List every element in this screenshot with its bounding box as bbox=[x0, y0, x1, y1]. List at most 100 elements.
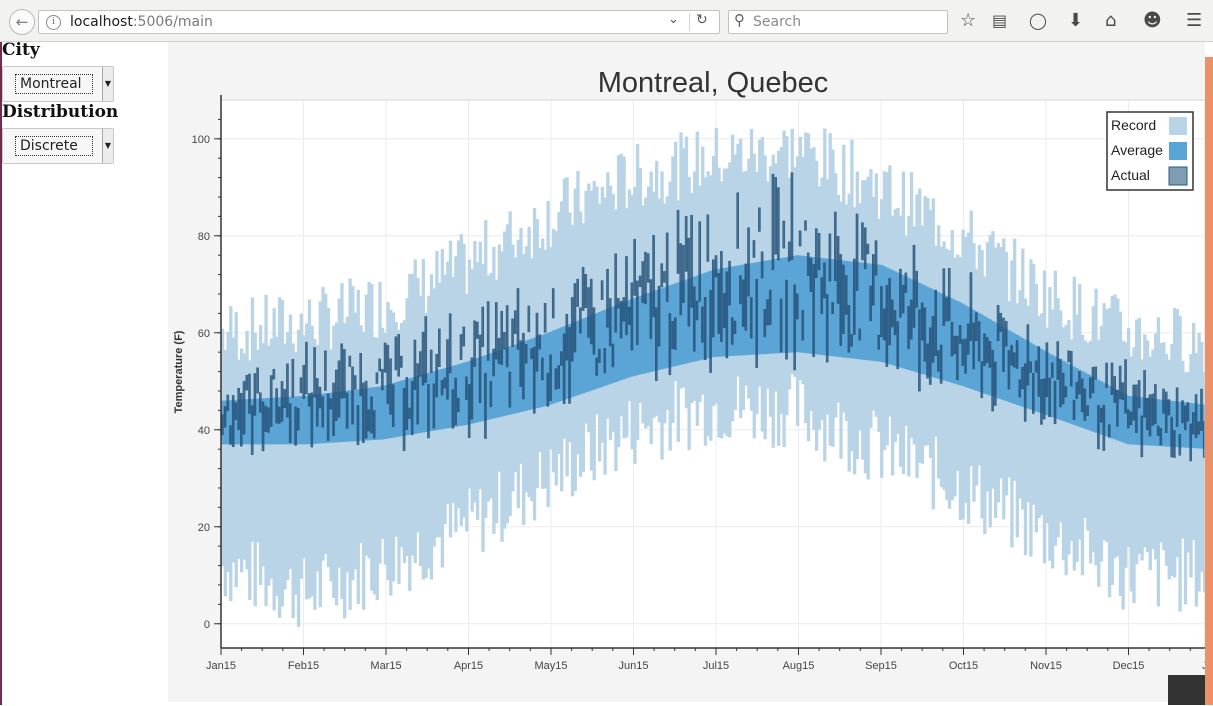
average-bar bbox=[1137, 397, 1142, 445]
average-bar bbox=[565, 325, 569, 399]
actual-bar bbox=[473, 320, 476, 367]
actual-bar bbox=[714, 255, 718, 278]
actual-bar bbox=[733, 320, 737, 335]
average-bar bbox=[1113, 388, 1117, 440]
average-bar bbox=[1088, 375, 1093, 431]
actual-bar bbox=[256, 367, 259, 394]
actual-bar bbox=[1080, 378, 1084, 413]
actual-bar bbox=[779, 298, 783, 353]
average-bar bbox=[774, 258, 778, 354]
x-tick-label: Jan15 bbox=[206, 660, 236, 672]
record-bar bbox=[291, 343, 295, 619]
average-bar bbox=[980, 314, 984, 393]
actual-bar bbox=[1013, 352, 1016, 368]
record-bar bbox=[1194, 352, 1199, 607]
back-arrow-icon[interactable]: ← bbox=[9, 9, 35, 35]
record-bar bbox=[261, 342, 265, 567]
download-icon[interactable]: ⬇ bbox=[1068, 10, 1084, 31]
actual-bar bbox=[440, 380, 444, 396]
average-bar bbox=[698, 274, 702, 361]
average-bar bbox=[258, 398, 263, 445]
actual-bar bbox=[551, 288, 555, 319]
actual-bar bbox=[481, 306, 485, 348]
actual-bar bbox=[584, 274, 588, 308]
actual-bar bbox=[923, 307, 927, 362]
actual-bar bbox=[969, 272, 973, 341]
actual-bar bbox=[793, 284, 796, 371]
x-tick-label: Nov15 bbox=[1030, 660, 1062, 672]
record-bar bbox=[275, 336, 279, 596]
feedback-icon[interactable]: ☻ bbox=[1143, 10, 1162, 31]
actual-bar bbox=[972, 322, 975, 370]
actual-bar bbox=[668, 313, 672, 376]
average-bar bbox=[622, 302, 626, 380]
actual-bar bbox=[519, 340, 523, 387]
actual-bar bbox=[454, 377, 457, 426]
actual-bar bbox=[847, 305, 851, 353]
actual-bar bbox=[703, 296, 707, 361]
average-bar bbox=[1178, 401, 1182, 448]
actual-bar bbox=[904, 272, 908, 293]
actual-bar bbox=[1110, 362, 1114, 395]
average-bar bbox=[947, 297, 952, 383]
average-bar bbox=[787, 256, 792, 353]
temperature-chart[interactable]: 0 20 40 60 80 100 Jan15 Feb15 Mar15 Apr15 May15 Jun… bbox=[168, 42, 1213, 702]
actual-bar bbox=[1143, 370, 1146, 418]
info-icon[interactable]: i bbox=[46, 15, 61, 30]
actual-bar bbox=[353, 375, 357, 390]
average-bar bbox=[375, 386, 379, 440]
menu-icon[interactable]: ☰ bbox=[1186, 10, 1203, 31]
actual-bar bbox=[739, 275, 742, 305]
average-bar bbox=[527, 339, 531, 411]
actual-bar bbox=[524, 344, 528, 364]
reload-icon[interactable]: ↻ bbox=[696, 12, 708, 28]
record-bar bbox=[267, 345, 271, 586]
url-text: localhost:5006/main bbox=[70, 14, 213, 30]
url-host: localhost bbox=[70, 14, 133, 30]
actual-bar bbox=[790, 172, 794, 260]
x-tick-label: Jun15 bbox=[619, 660, 649, 672]
record-bar bbox=[345, 316, 350, 573]
reading-list-icon[interactable]: ▤ bbox=[992, 11, 1008, 30]
actual-bar bbox=[627, 306, 631, 325]
actual-bar bbox=[937, 350, 940, 372]
average-bar bbox=[497, 350, 501, 418]
actual-bar bbox=[318, 386, 322, 409]
record-bar bbox=[1097, 339, 1101, 587]
y-axis-label: Temperature (F) bbox=[173, 330, 185, 413]
average-bar bbox=[600, 310, 605, 387]
chevron-down-icon[interactable]: ▼ bbox=[102, 67, 113, 101]
browser-toolbar: ← i localhost:5006/main ⌄ ↻ ⚲ Search ☆ ▤… bbox=[0, 0, 1213, 42]
record-bar bbox=[1167, 359, 1171, 580]
average-bar bbox=[1167, 400, 1171, 447]
actual-bar bbox=[1107, 424, 1111, 438]
home-icon[interactable]: ⌂ bbox=[1105, 10, 1117, 31]
pocket-icon[interactable]: ◯ bbox=[1029, 11, 1047, 30]
actual-bar bbox=[340, 343, 343, 399]
chevron-down-icon[interactable]: ▼ bbox=[102, 129, 113, 163]
search-bar[interactable]: ⚲ Search bbox=[728, 10, 948, 34]
url-bar[interactable]: i localhost:5006/main ⌄ ↻ bbox=[38, 10, 720, 34]
actual-bar bbox=[438, 328, 441, 367]
average-bar bbox=[996, 324, 1001, 399]
chevron-down-icon[interactable]: ⌄ bbox=[668, 12, 679, 27]
actual-bar bbox=[608, 298, 612, 347]
record-bar bbox=[562, 178, 567, 439]
distribution-select[interactable]: Discrete ▼ bbox=[2, 128, 114, 164]
actual-bar bbox=[1040, 379, 1043, 425]
bookmark-star-icon[interactable]: ☆ bbox=[960, 10, 977, 31]
actual-bar bbox=[1099, 407, 1103, 423]
actual-bar bbox=[782, 220, 786, 249]
record-bar bbox=[348, 278, 352, 610]
record-bar bbox=[1080, 334, 1085, 576]
average-bar bbox=[1029, 342, 1033, 410]
distribution-label: Distribution bbox=[2, 102, 119, 122]
average-bar bbox=[665, 286, 670, 369]
record-bar bbox=[1156, 317, 1161, 607]
actual-bar bbox=[760, 251, 764, 279]
actual-bar bbox=[1154, 384, 1157, 425]
x-tick-label: Sep15 bbox=[865, 660, 897, 672]
average-bar bbox=[1078, 369, 1082, 427]
city-select[interactable]: Montreal ▼ bbox=[2, 66, 114, 102]
average-bar bbox=[641, 294, 645, 374]
